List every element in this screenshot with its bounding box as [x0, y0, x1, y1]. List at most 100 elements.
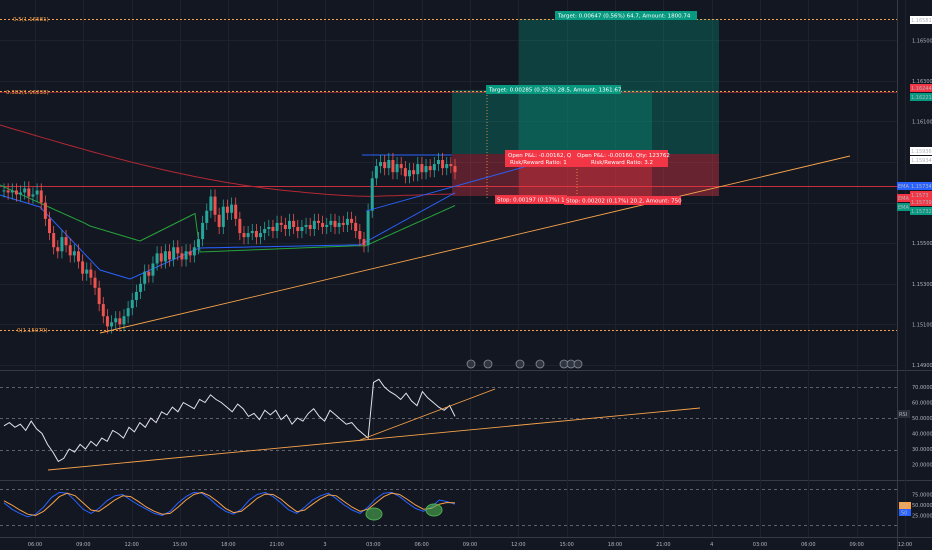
- candle-body[interactable]: [201, 222, 205, 240]
- candle-body[interactable]: [176, 247, 180, 254]
- stop-label-large[interactable]: Stop: 0.00202 (0.17%) 20.2, Amount: 750: [564, 196, 682, 205]
- candle-body[interactable]: [341, 222, 345, 225]
- candle-body[interactable]: [60, 237, 64, 252]
- candle-body[interactable]: [43, 202, 47, 219]
- candle-body[interactable]: [118, 318, 122, 325]
- candle-body[interactable]: [159, 253, 163, 262]
- candle-body[interactable]: [225, 206, 229, 213]
- candle-body[interactable]: [436, 160, 440, 165]
- candle-body[interactable]: [333, 220, 337, 227]
- candle-body[interactable]: [97, 287, 101, 305]
- candle-body[interactable]: [412, 170, 416, 175]
- candle-body[interactable]: [196, 239, 200, 248]
- candle-body[interactable]: [366, 210, 370, 246]
- open-pnl-label-small[interactable]: Open P&L: -0.00162, Q Risk/Reward Ratio:…: [505, 150, 575, 167]
- candle-body[interactable]: [403, 168, 407, 177]
- candle-body[interactable]: [337, 222, 341, 227]
- rsi-legend[interactable]: RSI: [898, 410, 910, 418]
- candle-body[interactable]: [72, 251, 76, 256]
- candle-body[interactable]: [217, 214, 221, 227]
- candle-body[interactable]: [139, 283, 143, 292]
- candle-body[interactable]: [130, 300, 134, 309]
- ema-green-line[interactable]: [0, 184, 456, 253]
- candle-body[interactable]: [184, 251, 188, 260]
- candle-body[interactable]: [325, 224, 329, 227]
- stoch-k-line[interactable]: [3, 491, 456, 518]
- candle-body[interactable]: [316, 220, 320, 223]
- candle-body[interactable]: [234, 204, 238, 219]
- candle-body[interactable]: [379, 162, 383, 167]
- candle-body[interactable]: [354, 222, 358, 232]
- candle-body[interactable]: [81, 261, 85, 274]
- candle-body[interactable]: [85, 269, 89, 274]
- candle-body[interactable]: [168, 251, 172, 260]
- candle-body[interactable]: [449, 164, 453, 167]
- candlestick-series[interactable]: [2, 152, 457, 334]
- candle-body[interactable]: [263, 228, 267, 234]
- candle-body[interactable]: [68, 245, 72, 256]
- ema-legend-tag[interactable]: EMA: [897, 203, 910, 211]
- candle-body[interactable]: [374, 166, 378, 179]
- candle-body[interactable]: [312, 220, 316, 229]
- candle-body[interactable]: [445, 164, 449, 169]
- candle-body[interactable]: [126, 308, 130, 317]
- candle-body[interactable]: [387, 160, 391, 169]
- candle-body[interactable]: [292, 220, 296, 227]
- candle-body[interactable]: [172, 247, 176, 260]
- candle-body[interactable]: [114, 318, 118, 323]
- stoch-axis[interactable]: 75.0000 50.0000 25.0000: [912, 493, 932, 520]
- stop-label-small[interactable]: Stop: 0.00197 (0.17%) 1: [495, 195, 567, 204]
- candle-body[interactable]: [399, 164, 403, 169]
- candle-body[interactable]: [254, 231, 258, 238]
- candle-body[interactable]: [143, 271, 147, 284]
- candle-body[interactable]: [147, 271, 151, 276]
- stoch-highlight-1[interactable]: [365, 507, 383, 521]
- candle-body[interactable]: [2, 190, 6, 192]
- candle-body[interactable]: [416, 164, 420, 175]
- trendline-short[interactable]: [365, 163, 536, 212]
- target-label-large[interactable]: Target: 0.00647 (0.56%) 64.7, Amount: 18…: [555, 11, 697, 20]
- candle-body[interactable]: [358, 231, 362, 240]
- candle-body[interactable]: [110, 322, 114, 327]
- candle-body[interactable]: [420, 164, 424, 173]
- candle-body[interactable]: [345, 218, 349, 225]
- candle-body[interactable]: [105, 316, 109, 327]
- rsi-trendline-1[interactable]: [47, 407, 701, 471]
- candle-body[interactable]: [209, 196, 213, 211]
- candle-body[interactable]: [39, 190, 43, 203]
- candle-body[interactable]: [35, 190, 39, 195]
- candle-body[interactable]: [122, 316, 126, 325]
- candle-body[interactable]: [155, 253, 159, 264]
- candle-body[interactable]: [308, 224, 312, 229]
- candle-body[interactable]: [329, 220, 333, 225]
- candle-body[interactable]: [230, 204, 234, 213]
- candle-body[interactable]: [279, 222, 283, 225]
- candle-body[interactable]: [52, 233, 56, 248]
- ema-blue-line[interactable]: [0, 192, 456, 280]
- candle-body[interactable]: [10, 190, 14, 193]
- candle-body[interactable]: [238, 218, 242, 234]
- candle-body[interactable]: [19, 192, 23, 195]
- candle-body[interactable]: [370, 178, 374, 211]
- candle-body[interactable]: [300, 226, 304, 232]
- candle-body[interactable]: [93, 277, 97, 288]
- ema-legend-tag[interactable]: EMA: [897, 194, 910, 202]
- ema-red-line[interactable]: [0, 124, 456, 197]
- candle-body[interactable]: [383, 162, 387, 169]
- trendline-main[interactable]: [99, 155, 851, 334]
- rsi-axis[interactable]: 70.0000 60.0000 50.0000 40.0000 30.0000 20.00…: [912, 385, 932, 469]
- ema-legend-tag[interactable]: EMA: [897, 182, 910, 190]
- candle-body[interactable]: [428, 166, 432, 171]
- candle-body[interactable]: [271, 226, 275, 232]
- economic-events[interactable]: [466, 359, 583, 369]
- candle-body[interactable]: [192, 247, 196, 256]
- stoch-d-line[interactable]: [3, 491, 456, 517]
- candle-body[interactable]: [188, 251, 192, 256]
- candle-body[interactable]: [163, 251, 167, 262]
- candle-body[interactable]: [27, 188, 31, 197]
- candle-body[interactable]: [424, 166, 428, 173]
- candle-body[interactable]: [350, 218, 354, 223]
- long-position-target-zone-small[interactable]: [452, 90, 652, 154]
- time-axis[interactable]: 06:00 09:00 12:00 15:00 18:00 21:00 3 03:00 06:0…: [28, 542, 912, 548]
